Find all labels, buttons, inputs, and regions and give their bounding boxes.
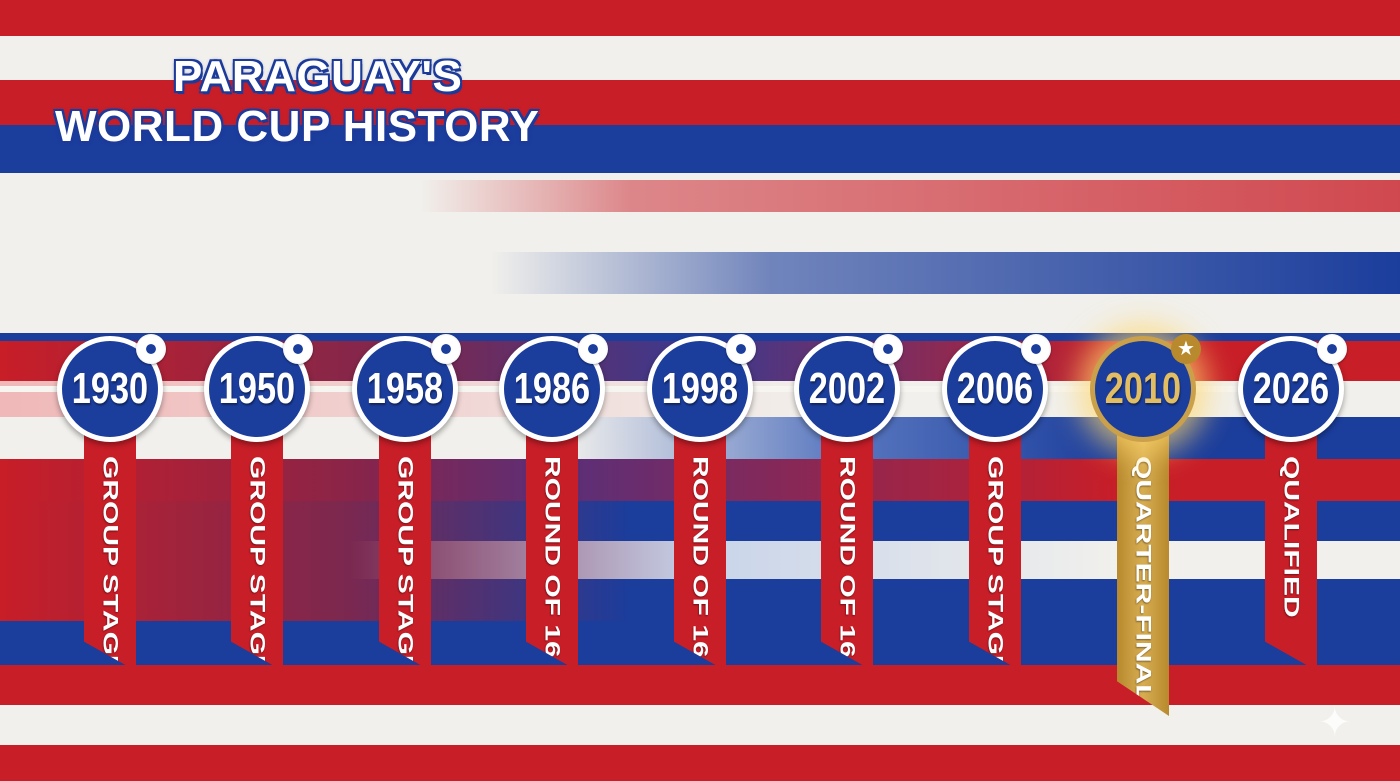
soccer-ball-icon — [726, 334, 756, 364]
soccer-ball-icon — [283, 334, 313, 364]
star-icon: ★ — [1171, 334, 1201, 364]
result-ribbon: GROUP STAGE — [231, 426, 283, 671]
result-label: ROUND OF 16 — [540, 456, 565, 658]
timeline-item-2010: QUARTER-FINALS 2010 ★ — [1089, 334, 1201, 736]
result-label: QUALIFIED — [1279, 456, 1304, 618]
soccer-ball-icon — [578, 334, 608, 364]
soccer-ball-icon — [136, 334, 166, 364]
result-ribbon: GROUP STAGE — [379, 426, 431, 671]
timeline-item-2006: GROUP STAGE 2006 — [941, 334, 1051, 736]
sparkle-icon: ✦ — [1318, 701, 1352, 745]
timeline-item-1950: GROUP STAGE 1950 — [203, 334, 313, 736]
year-label: 1986 — [513, 364, 591, 413]
result-ribbon: QUARTER-FINALS — [1117, 426, 1169, 716]
soccer-ball-icon — [873, 334, 903, 364]
year-label: 1998 — [661, 364, 739, 413]
year-label: 1958 — [366, 364, 444, 413]
page-title: PARAGUAY'S WORLD CUP HISTORY — [55, 52, 539, 152]
result-ribbon: ROUND OF 16 — [821, 426, 873, 671]
year-label: 2026 — [1252, 364, 1330, 413]
timeline-item-1930: GROUP STAGE 1930 — [56, 334, 166, 736]
year-label: 2010 — [1104, 364, 1182, 413]
year-label: 2006 — [956, 364, 1034, 413]
result-label: ROUND OF 16 — [688, 456, 713, 658]
result-ribbon: ROUND OF 16 — [674, 426, 726, 671]
year-label: 2002 — [808, 364, 886, 413]
result-label: GROUP STAGE — [98, 456, 123, 675]
timeline-item-2002: ROUND OF 16 2002 — [793, 334, 903, 736]
title-line-1: PARAGUAY'S — [173, 52, 463, 101]
timeline-item-1998: ROUND OF 16 1998 — [646, 334, 756, 736]
result-label: QUARTER-FINALS — [1131, 456, 1156, 723]
soccer-ball-icon — [1317, 334, 1347, 364]
result-label: GROUP STAGE — [245, 456, 270, 675]
result-label: GROUP STAGE — [983, 456, 1008, 675]
timeline-item-2026: QUALIFIED 2026 — [1237, 334, 1347, 736]
result-ribbon: GROUP STAGE — [84, 426, 136, 671]
result-label: GROUP STAGE — [393, 456, 418, 675]
timeline-item-1958: GROUP STAGE 1958 — [351, 334, 461, 736]
soccer-ball-icon — [1021, 334, 1051, 364]
timeline-item-1986: ROUND OF 16 1986 — [498, 334, 608, 736]
result-ribbon: GROUP STAGE — [969, 426, 1021, 671]
result-ribbon: ROUND OF 16 — [526, 426, 578, 671]
soccer-ball-icon — [431, 334, 461, 364]
year-label: 1950 — [218, 364, 296, 413]
title-line-2: WORLD CUP HISTORY — [55, 102, 540, 151]
result-label: ROUND OF 16 — [835, 456, 860, 658]
year-label: 1930 — [71, 364, 149, 413]
result-ribbon: QUALIFIED — [1265, 426, 1317, 671]
year-badge: 1950 — [204, 336, 310, 442]
